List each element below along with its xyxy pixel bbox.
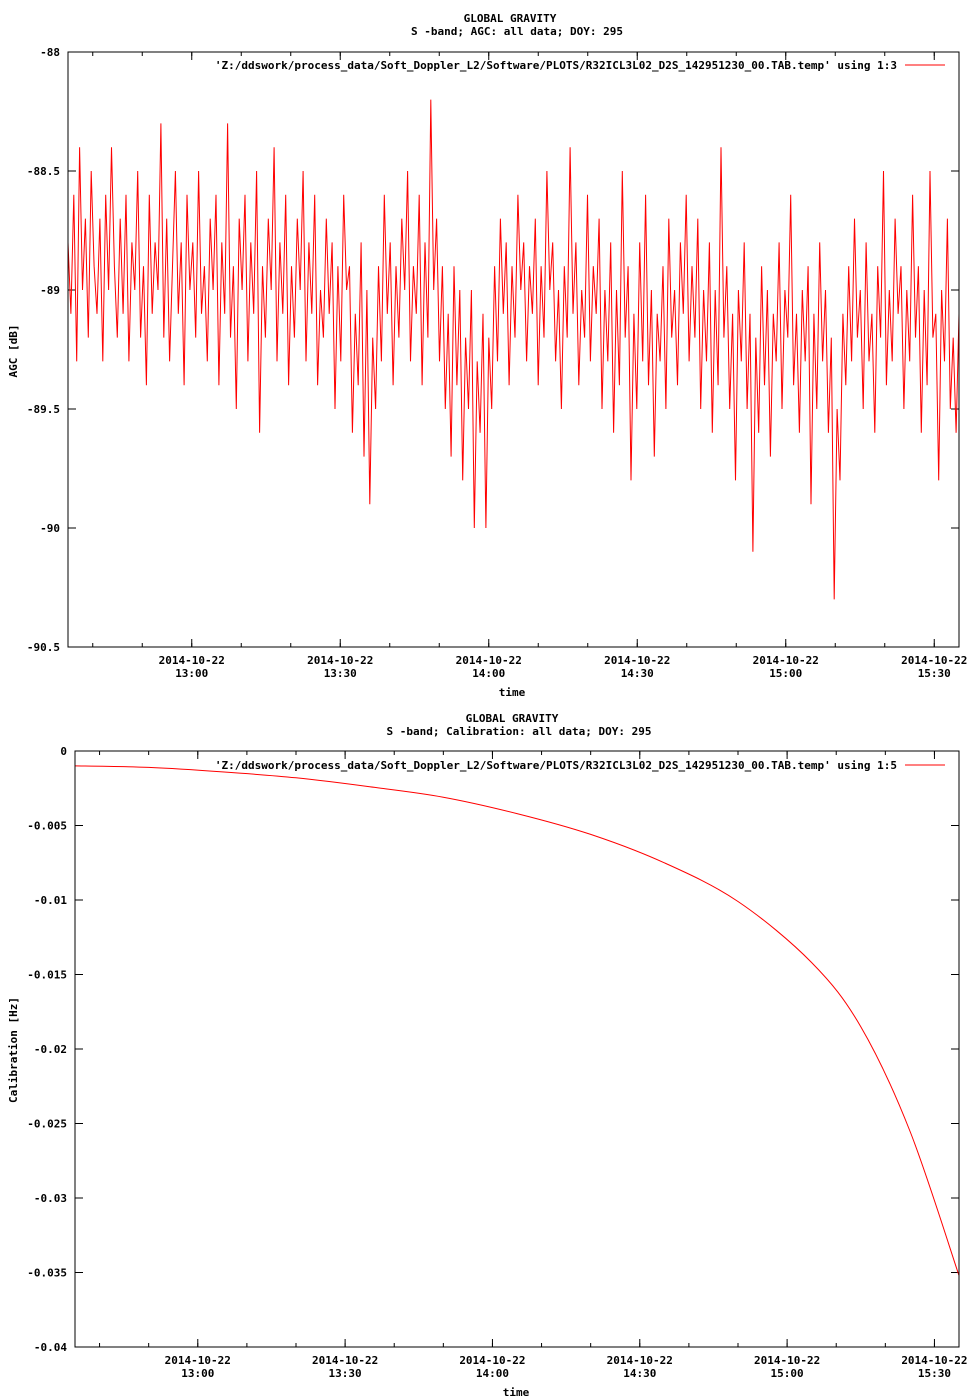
x-tick-date: 2014-10-22 [459, 1354, 525, 1367]
chart-title: GLOBAL GRAVITY [464, 12, 557, 25]
x-tick-time: 15:30 [918, 667, 951, 680]
x-tick-date: 2014-10-22 [901, 654, 967, 667]
y-axis-label: Calibration [Hz] [7, 997, 20, 1103]
x-tick-date: 2014-10-22 [753, 654, 819, 667]
y-tick-label: -88.5 [27, 165, 60, 178]
y-tick-label: -89 [40, 284, 60, 297]
x-tick-time: 14:30 [623, 1367, 656, 1380]
y-tick-label: -0.04 [34, 1341, 67, 1354]
x-tick-time: 14:00 [476, 1367, 509, 1380]
x-tick-date: 2014-10-22 [607, 1354, 673, 1367]
y-tick-label: -88 [40, 46, 60, 59]
y-tick-label: -0.005 [27, 820, 67, 833]
y-tick-label: -90.5 [27, 641, 60, 654]
y-tick-label: -0.01 [34, 894, 67, 907]
y-tick-label: -0.02 [34, 1043, 67, 1056]
agc-chart: GLOBAL GRAVITY S -band; AGC: all data; D… [7, 12, 967, 699]
calibration-chart: GLOBAL GRAVITY S -band; Calibration: all… [7, 712, 968, 1399]
plot-frame [67, 51, 960, 648]
y-tick-label: -0.035 [27, 1267, 67, 1280]
x-axis-label: time [499, 686, 526, 699]
legend-label: 'Z:/ddswork/process_data/Soft_Doppler_L2… [215, 59, 897, 72]
x-tick-date: 2014-10-22 [165, 1354, 231, 1367]
x-tick-time: 13:30 [324, 667, 357, 680]
x-tick-time: 13:00 [175, 667, 208, 680]
chart-subtitle: S -band; AGC: all data; DOY: 295 [411, 25, 623, 38]
y-tick-label: -89.5 [27, 403, 60, 416]
series-line [67, 99, 960, 600]
y-tick-label: -0.025 [27, 1118, 67, 1131]
x-tick-time: 15:00 [771, 1367, 804, 1380]
chart-title: GLOBAL GRAVITY [466, 712, 559, 725]
y-tick-label: -0.03 [34, 1192, 67, 1205]
x-tick-date: 2014-10-22 [159, 654, 225, 667]
x-tick-time: 15:00 [769, 667, 802, 680]
chart-marks: 0 -0.005 -0.01 -0.015 -0.02 -0.025 -0.03 -0.035… [27, 745, 967, 1380]
plot-frame [74, 750, 960, 1348]
x-tick-date: 2014-10-22 [456, 654, 522, 667]
series-line [74, 765, 960, 1276]
y-tick-label: -90 [40, 522, 60, 535]
x-tick-date: 2014-10-22 [312, 1354, 378, 1367]
x-tick-date: 2014-10-22 [901, 1354, 967, 1367]
x-axis-label: time [503, 1386, 530, 1399]
y-tick-label: -0.015 [27, 969, 67, 982]
x-tick-time: 14:00 [472, 667, 505, 680]
chart-marks: -88-88.5-89-89.5-90-90.52014-10-2213:002… [27, 46, 967, 680]
chart-subtitle: S -band; Calibration: all data; DOY: 295 [387, 725, 652, 738]
x-tick-time: 15:30 [918, 1367, 951, 1380]
y-tick-label: 0 [60, 745, 67, 758]
x-tick-time: 13:00 [181, 1367, 214, 1380]
legend-label: 'Z:/ddswork/process_data/Soft_Doppler_L2… [215, 759, 897, 772]
x-tick-time: 14:30 [621, 667, 654, 680]
y-axis-label: AGC [dB] [7, 325, 20, 378]
x-tick-time: 13:30 [329, 1367, 362, 1380]
x-tick-date: 2014-10-22 [604, 654, 670, 667]
x-tick-date: 2014-10-22 [307, 654, 373, 667]
x-tick-date: 2014-10-22 [754, 1354, 820, 1367]
